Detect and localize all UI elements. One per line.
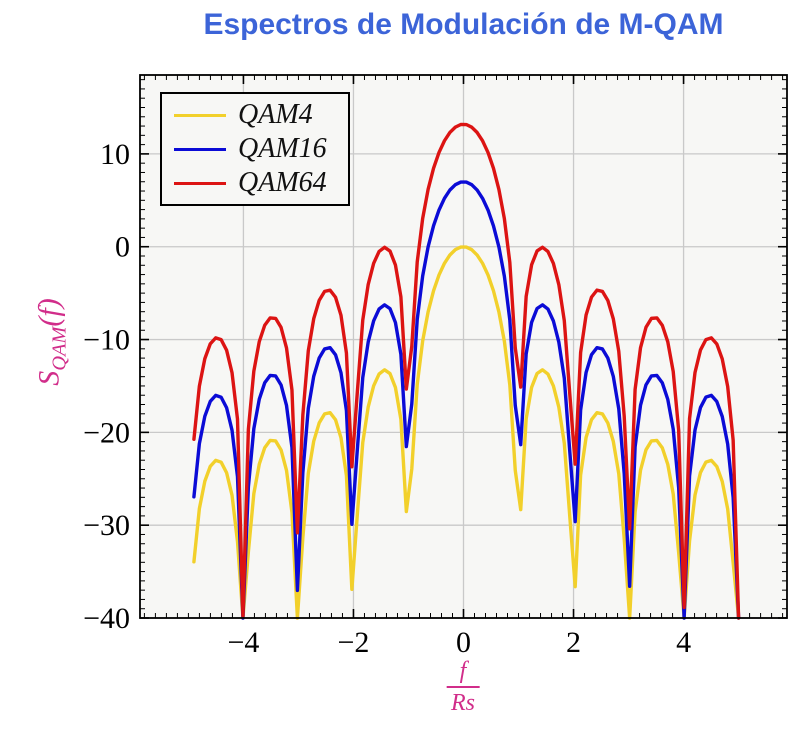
legend-line-sample-qam4 bbox=[174, 113, 226, 117]
y-tick-label: −20 bbox=[83, 416, 130, 449]
y-tick-label: −40 bbox=[83, 602, 130, 635]
x-tick-label: 2 bbox=[566, 626, 581, 659]
x-axis-label-numerator: f bbox=[446, 658, 480, 689]
curve-qam4 bbox=[192, 245, 741, 620]
axes-frame bbox=[139, 74, 788, 619]
legend: QAM4 QAM16 QAM64 bbox=[160, 92, 350, 206]
legend-label-qam4: QAM4 bbox=[238, 99, 313, 130]
chart-title: Espectros de Modulación de M-QAM bbox=[203, 8, 724, 41]
legend-item-qam4: QAM4 bbox=[162, 99, 348, 131]
y-axis-label-base: S bbox=[32, 370, 66, 386]
curve-qam64 bbox=[192, 122, 741, 620]
y-tick-label: −30 bbox=[83, 509, 130, 542]
x-tick-label: −4 bbox=[227, 626, 259, 659]
y-axis-label: SQAM(f) bbox=[33, 298, 72, 386]
legend-item-qam16: QAM16 bbox=[162, 133, 348, 165]
legend-label-qam64: QAM64 bbox=[238, 167, 327, 198]
y-tick-label: 10 bbox=[100, 138, 130, 171]
y-axis-label-args: (f) bbox=[32, 298, 66, 327]
legend-label-qam16: QAM16 bbox=[238, 133, 327, 164]
x-tick-label: 0 bbox=[456, 626, 471, 659]
x-tick-label: 4 bbox=[676, 626, 691, 659]
curve-qam16 bbox=[192, 180, 741, 620]
legend-line-sample-qam64 bbox=[174, 181, 226, 185]
x-axis-label-denominator: Rs bbox=[450, 690, 475, 717]
legend-item-qam64: QAM64 bbox=[162, 167, 348, 199]
y-tick-label: −10 bbox=[83, 324, 130, 357]
y-tick-labels: 10 0 −10 −20 −30 −40 bbox=[83, 138, 130, 635]
x-tick-label: −2 bbox=[338, 626, 370, 659]
x-tick-labels: −4 −2 0 2 4 bbox=[227, 626, 691, 659]
y-tick-label: 0 bbox=[115, 231, 130, 264]
y-axis-label-subscript: QAM bbox=[48, 326, 71, 371]
legend-line-sample-qam16 bbox=[174, 147, 226, 151]
x-axis-label: f Rs bbox=[446, 658, 480, 717]
